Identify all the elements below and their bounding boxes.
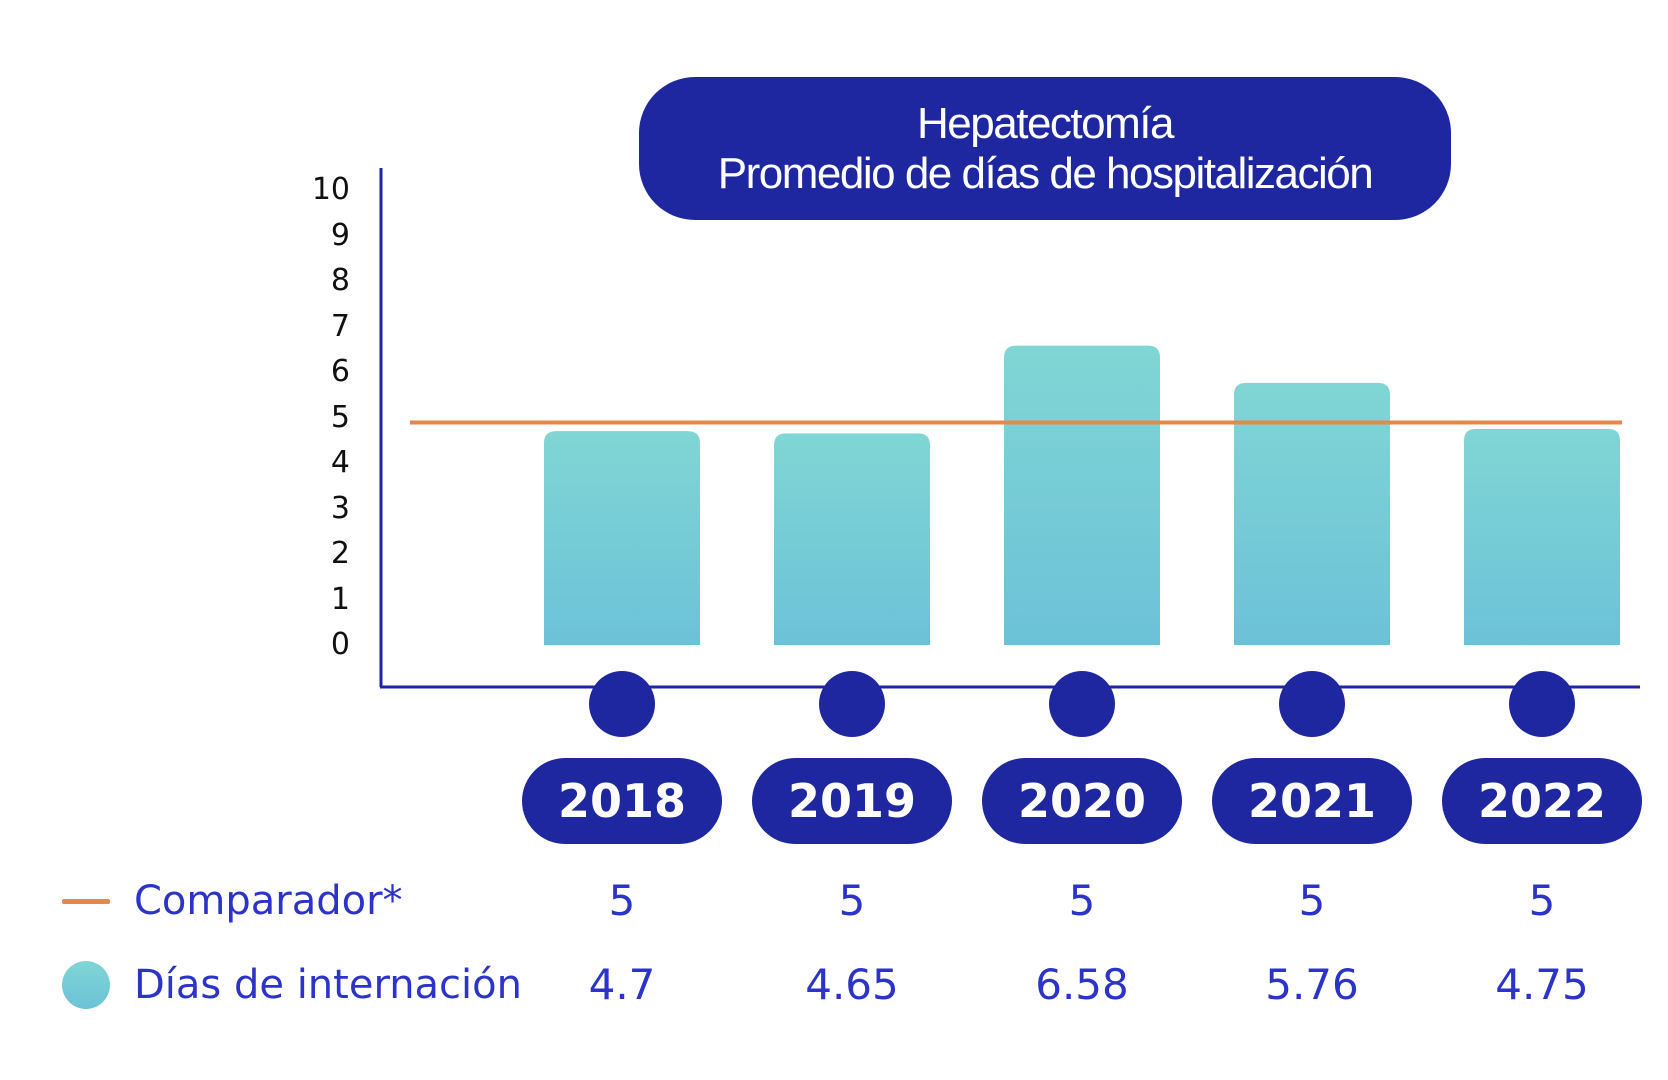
data-label-comparador-2019: 5 (838, 876, 866, 925)
legend-comparador: Comparador* (62, 876, 403, 926)
x-tick-2021: 2021 (1212, 758, 1412, 844)
year-marker-dot-2020 (1049, 671, 1115, 737)
y-tick-9: 9 (330, 217, 350, 253)
y-tick-0: 0 (330, 627, 350, 662)
y-tick-1: 1 (330, 581, 350, 617)
data-label-comparador-2021: 5 (1298, 876, 1326, 925)
data-label-internacion-2018: 4.7 (588, 960, 656, 1009)
chart-title: Hepatectomía Promedio de días de hospita… (639, 77, 1451, 220)
year-marker-dot-2022 (1509, 671, 1575, 737)
data-label-internacion-2022: 4.75 (1495, 960, 1589, 1009)
year-marker-dot-2021 (1279, 671, 1345, 737)
comparador-swatch (62, 898, 110, 904)
y-tick-2: 2 (330, 536, 350, 571)
data-label-comparador-2018: 5 (608, 876, 636, 925)
bar-2020 (1004, 345, 1160, 645)
x-tick-2019: 2019 (752, 758, 952, 844)
y-tick-8: 8 (330, 263, 350, 298)
year-marker-dot-2019 (819, 671, 885, 737)
y-tick-7: 7 (330, 308, 350, 344)
x-tick-2022: 2022 (1442, 758, 1642, 844)
legend-internacion: Días de internación (62, 960, 522, 1010)
y-tick-4: 4 (330, 445, 350, 480)
x-tick-2020: 2020 (982, 758, 1182, 844)
chart-title-line-1: Hepatectomía (917, 98, 1174, 148)
bar-2018 (544, 431, 700, 645)
data-label-internacion-2020: 6.58 (1035, 960, 1129, 1009)
bar-2019 (774, 433, 930, 645)
y-tick-6: 6 (330, 354, 350, 389)
bar-2021 (1234, 382, 1390, 645)
y-tick-3: 3 (330, 490, 350, 526)
bar-2022 (1464, 428, 1620, 645)
data-label-internacion-2021: 5.76 (1265, 960, 1359, 1009)
legend-label-internacion: Días de internación (134, 962, 522, 1008)
internacion-swatch (62, 961, 110, 1009)
data-label-internacion-2019: 4.65 (805, 960, 899, 1009)
data-label-comparador-2022: 5 (1528, 876, 1556, 925)
y-tick-10: 10 (311, 172, 350, 207)
legend-label-comparador: Comparador* (134, 878, 403, 924)
data-label-comparador-2020: 5 (1068, 876, 1096, 925)
x-tick-2018: 2018 (522, 758, 722, 844)
y-tick-5: 5 (330, 399, 350, 435)
chart-title-line-2: Promedio de días de hospitalización (717, 148, 1374, 198)
year-marker-dot-2018 (589, 671, 655, 737)
